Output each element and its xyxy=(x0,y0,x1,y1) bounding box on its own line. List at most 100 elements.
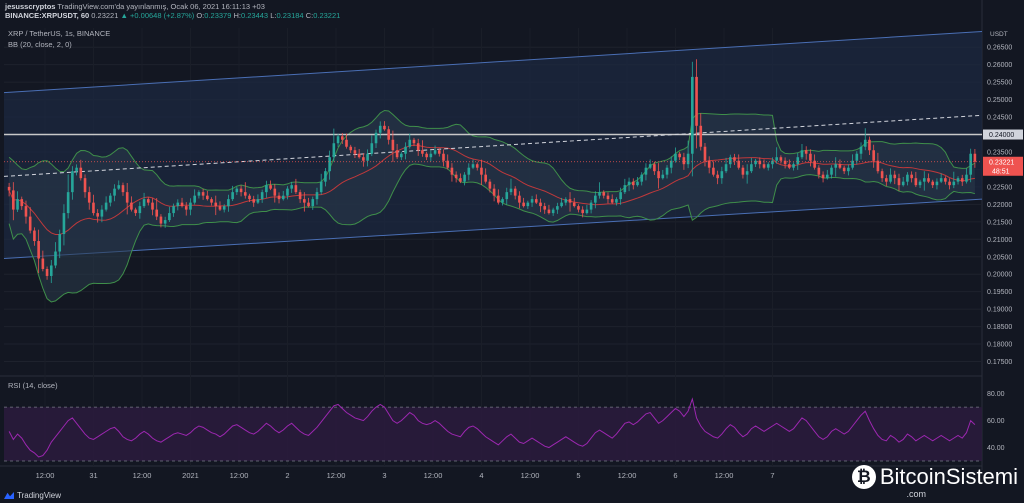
high-value: 0.23443 xyxy=(240,11,269,20)
candle-body xyxy=(391,139,395,151)
candle-body xyxy=(505,192,509,200)
candle-body xyxy=(619,192,622,200)
candle-body xyxy=(446,160,450,168)
candle-body xyxy=(699,125,703,147)
candle-body xyxy=(703,146,707,161)
candle-body xyxy=(589,202,593,210)
time-tick-label: 7 xyxy=(770,471,774,480)
candle-body xyxy=(176,202,180,207)
candle-body xyxy=(762,164,766,168)
price-tick-label: 0.19000 xyxy=(987,307,1012,314)
tradingview-logo[interactable]: TradingView xyxy=(4,491,61,500)
candle-body xyxy=(526,202,530,207)
high-label: H: xyxy=(233,11,241,20)
symbol-line: BINANCE:XRPUSDT, 60 xyxy=(5,11,90,20)
candle-body xyxy=(745,171,749,175)
candle-body xyxy=(269,185,272,189)
candle-body xyxy=(876,160,880,172)
candle-body xyxy=(501,199,504,203)
candle-body xyxy=(71,171,74,193)
candle-body xyxy=(395,150,399,158)
candle-body xyxy=(863,139,867,147)
candle-body xyxy=(357,153,361,158)
candle-body xyxy=(138,206,142,214)
candle-body xyxy=(184,206,188,210)
price-tick-label: 0.26500 xyxy=(987,45,1012,52)
candle-body xyxy=(66,192,70,214)
candle-body xyxy=(383,125,386,130)
candle-body xyxy=(480,167,483,175)
rsi-tick-label: 40.00 xyxy=(987,445,1005,452)
candle-body xyxy=(766,164,770,168)
candle-body xyxy=(627,181,631,186)
candle-body xyxy=(214,202,218,207)
candle-body xyxy=(927,178,930,182)
bb-indicator-label[interactable]: BB (20, close, 2, 0) xyxy=(8,40,72,49)
candle-body xyxy=(606,195,610,200)
candle-body xyxy=(560,202,563,207)
candle-body xyxy=(328,157,331,172)
candle-body xyxy=(775,157,778,161)
candle-body xyxy=(484,174,487,182)
candle-body xyxy=(952,181,956,186)
candle-body xyxy=(37,241,40,259)
bitcoin-icon: ₿ xyxy=(851,465,876,489)
candle-body xyxy=(754,160,757,165)
candle-body xyxy=(303,199,306,203)
time-tick-label: 12:00 xyxy=(618,471,637,480)
candle-body xyxy=(243,192,247,196)
candle-body xyxy=(370,143,374,154)
candle-body xyxy=(779,157,783,161)
candle-body xyxy=(345,139,348,147)
candle-body xyxy=(522,202,525,207)
author-name[interactable]: jesusscryptos xyxy=(5,2,56,11)
price-tick-label: 0.19500 xyxy=(987,289,1012,296)
candle-body xyxy=(408,139,412,147)
candle-body xyxy=(792,164,795,168)
candle-body xyxy=(914,178,918,186)
candle-body xyxy=(973,153,977,162)
candle-body xyxy=(117,185,121,189)
candle-body xyxy=(893,174,897,179)
candle-body xyxy=(602,192,606,196)
candle-body xyxy=(180,202,184,207)
rsi-indicator-label[interactable]: RSI (14, close) xyxy=(8,381,58,390)
price-tick-label: 0.22000 xyxy=(987,202,1012,209)
candle-body xyxy=(695,76,698,126)
candle-body xyxy=(134,209,137,214)
candle-body xyxy=(716,174,719,179)
candle-body xyxy=(859,146,863,154)
candle-body xyxy=(193,195,196,203)
candle-body xyxy=(615,199,618,203)
candle-body xyxy=(855,153,859,161)
rsi-band-fill xyxy=(4,407,982,461)
price-tick-label: 0.21500 xyxy=(987,219,1012,226)
candle-body xyxy=(901,181,905,186)
candle-body xyxy=(24,206,28,217)
candle-body xyxy=(568,199,572,203)
candle-body xyxy=(28,216,32,231)
candle-body xyxy=(210,199,213,203)
price-tick-label: 0.25500 xyxy=(987,80,1012,87)
candle-body xyxy=(648,164,652,168)
candle-body xyxy=(315,192,319,200)
candle-body xyxy=(239,188,243,193)
candle-body xyxy=(758,160,762,165)
candle-body xyxy=(842,167,846,172)
candle-body xyxy=(513,188,517,196)
open-value: 0.23379 xyxy=(204,11,232,20)
candle-body xyxy=(281,195,285,200)
candle-body xyxy=(450,167,454,175)
candle-body xyxy=(518,195,521,203)
bollinger-lower-line xyxy=(8,163,976,303)
candle-body xyxy=(252,199,256,203)
candle-body xyxy=(509,188,513,193)
candle-body xyxy=(931,181,935,186)
candle-body xyxy=(155,209,159,217)
candle-body xyxy=(543,206,547,210)
candle-body xyxy=(661,174,665,179)
time-tick-label: 4 xyxy=(479,471,483,480)
candle-body xyxy=(294,185,298,193)
candle-body xyxy=(265,185,268,193)
